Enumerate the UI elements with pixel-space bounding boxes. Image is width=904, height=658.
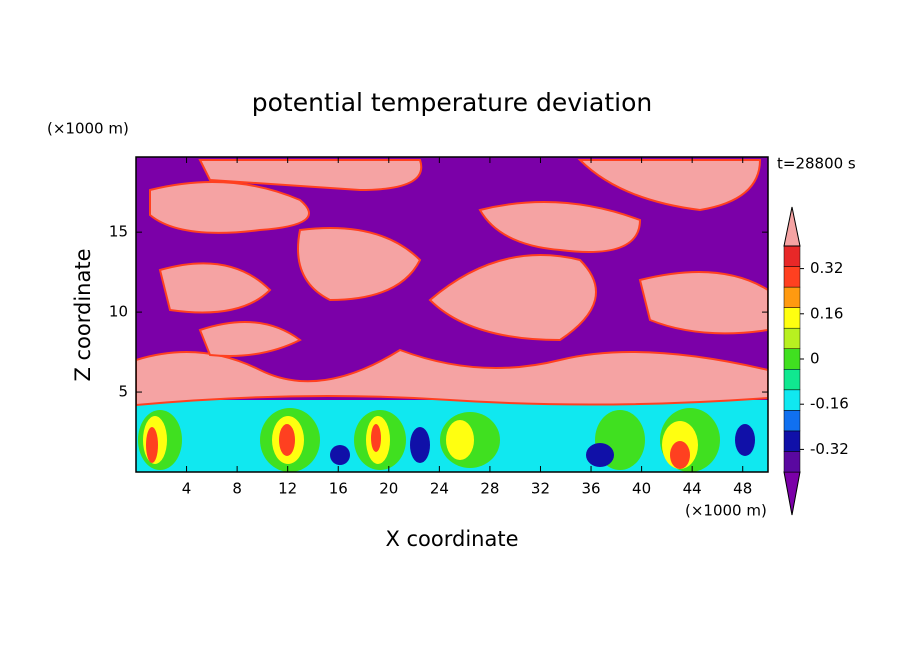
colorbar-tick-label: -0.32 bbox=[810, 440, 849, 458]
colorbar-extend-high bbox=[783, 206, 801, 247]
colorbar-box bbox=[783, 430, 801, 452]
x-tick-label: 28 bbox=[480, 480, 499, 498]
colorbar-tick-label: 0.16 bbox=[810, 304, 843, 322]
colorbar-extend-low bbox=[783, 471, 801, 516]
x-tick-label: 8 bbox=[232, 480, 242, 498]
y-tick-label: 10 bbox=[109, 303, 128, 321]
x-tick-label: 36 bbox=[581, 480, 600, 498]
colorbar-box bbox=[783, 389, 801, 411]
y-axis-label: Z coordinate bbox=[71, 248, 95, 381]
colorbar-box bbox=[783, 245, 801, 267]
x-tick-label: 32 bbox=[531, 480, 550, 498]
colorbar-box bbox=[783, 369, 801, 391]
colorbar-box bbox=[783, 451, 801, 473]
colorbar-box bbox=[783, 266, 801, 288]
x-tick-label: 44 bbox=[683, 480, 702, 498]
chart-title: potential temperature deviation bbox=[252, 88, 652, 117]
colorbar-tick-label: -0.16 bbox=[810, 395, 849, 413]
y-tick-label: 5 bbox=[118, 383, 128, 401]
colorbar-box bbox=[783, 307, 801, 329]
time-label: t=28800 s bbox=[777, 155, 856, 173]
x-tick-label: 48 bbox=[733, 480, 752, 498]
colorbar-box bbox=[783, 286, 801, 308]
y-unit: (×1000 m) bbox=[47, 120, 129, 138]
x-tick-label: 20 bbox=[379, 480, 398, 498]
field-texture bbox=[136, 157, 768, 472]
colorbar-box bbox=[783, 348, 801, 370]
colorbar-box bbox=[783, 327, 801, 349]
x-axis-label: X coordinate bbox=[385, 527, 518, 551]
colorbar-box bbox=[783, 410, 801, 432]
y-tick-label: 15 bbox=[109, 223, 128, 241]
x-tick-label: 40 bbox=[632, 480, 651, 498]
x-unit: (×1000 m) bbox=[685, 502, 767, 520]
colorbar-tick-label: 0.32 bbox=[810, 259, 843, 277]
x-tick-label: 12 bbox=[278, 480, 297, 498]
colorbar-tick-label: 0 bbox=[810, 350, 820, 368]
x-tick-label: 4 bbox=[182, 480, 192, 498]
x-tick-label: 16 bbox=[329, 480, 348, 498]
plot-frame bbox=[135, 156, 769, 473]
x-tick-label: 24 bbox=[430, 480, 449, 498]
